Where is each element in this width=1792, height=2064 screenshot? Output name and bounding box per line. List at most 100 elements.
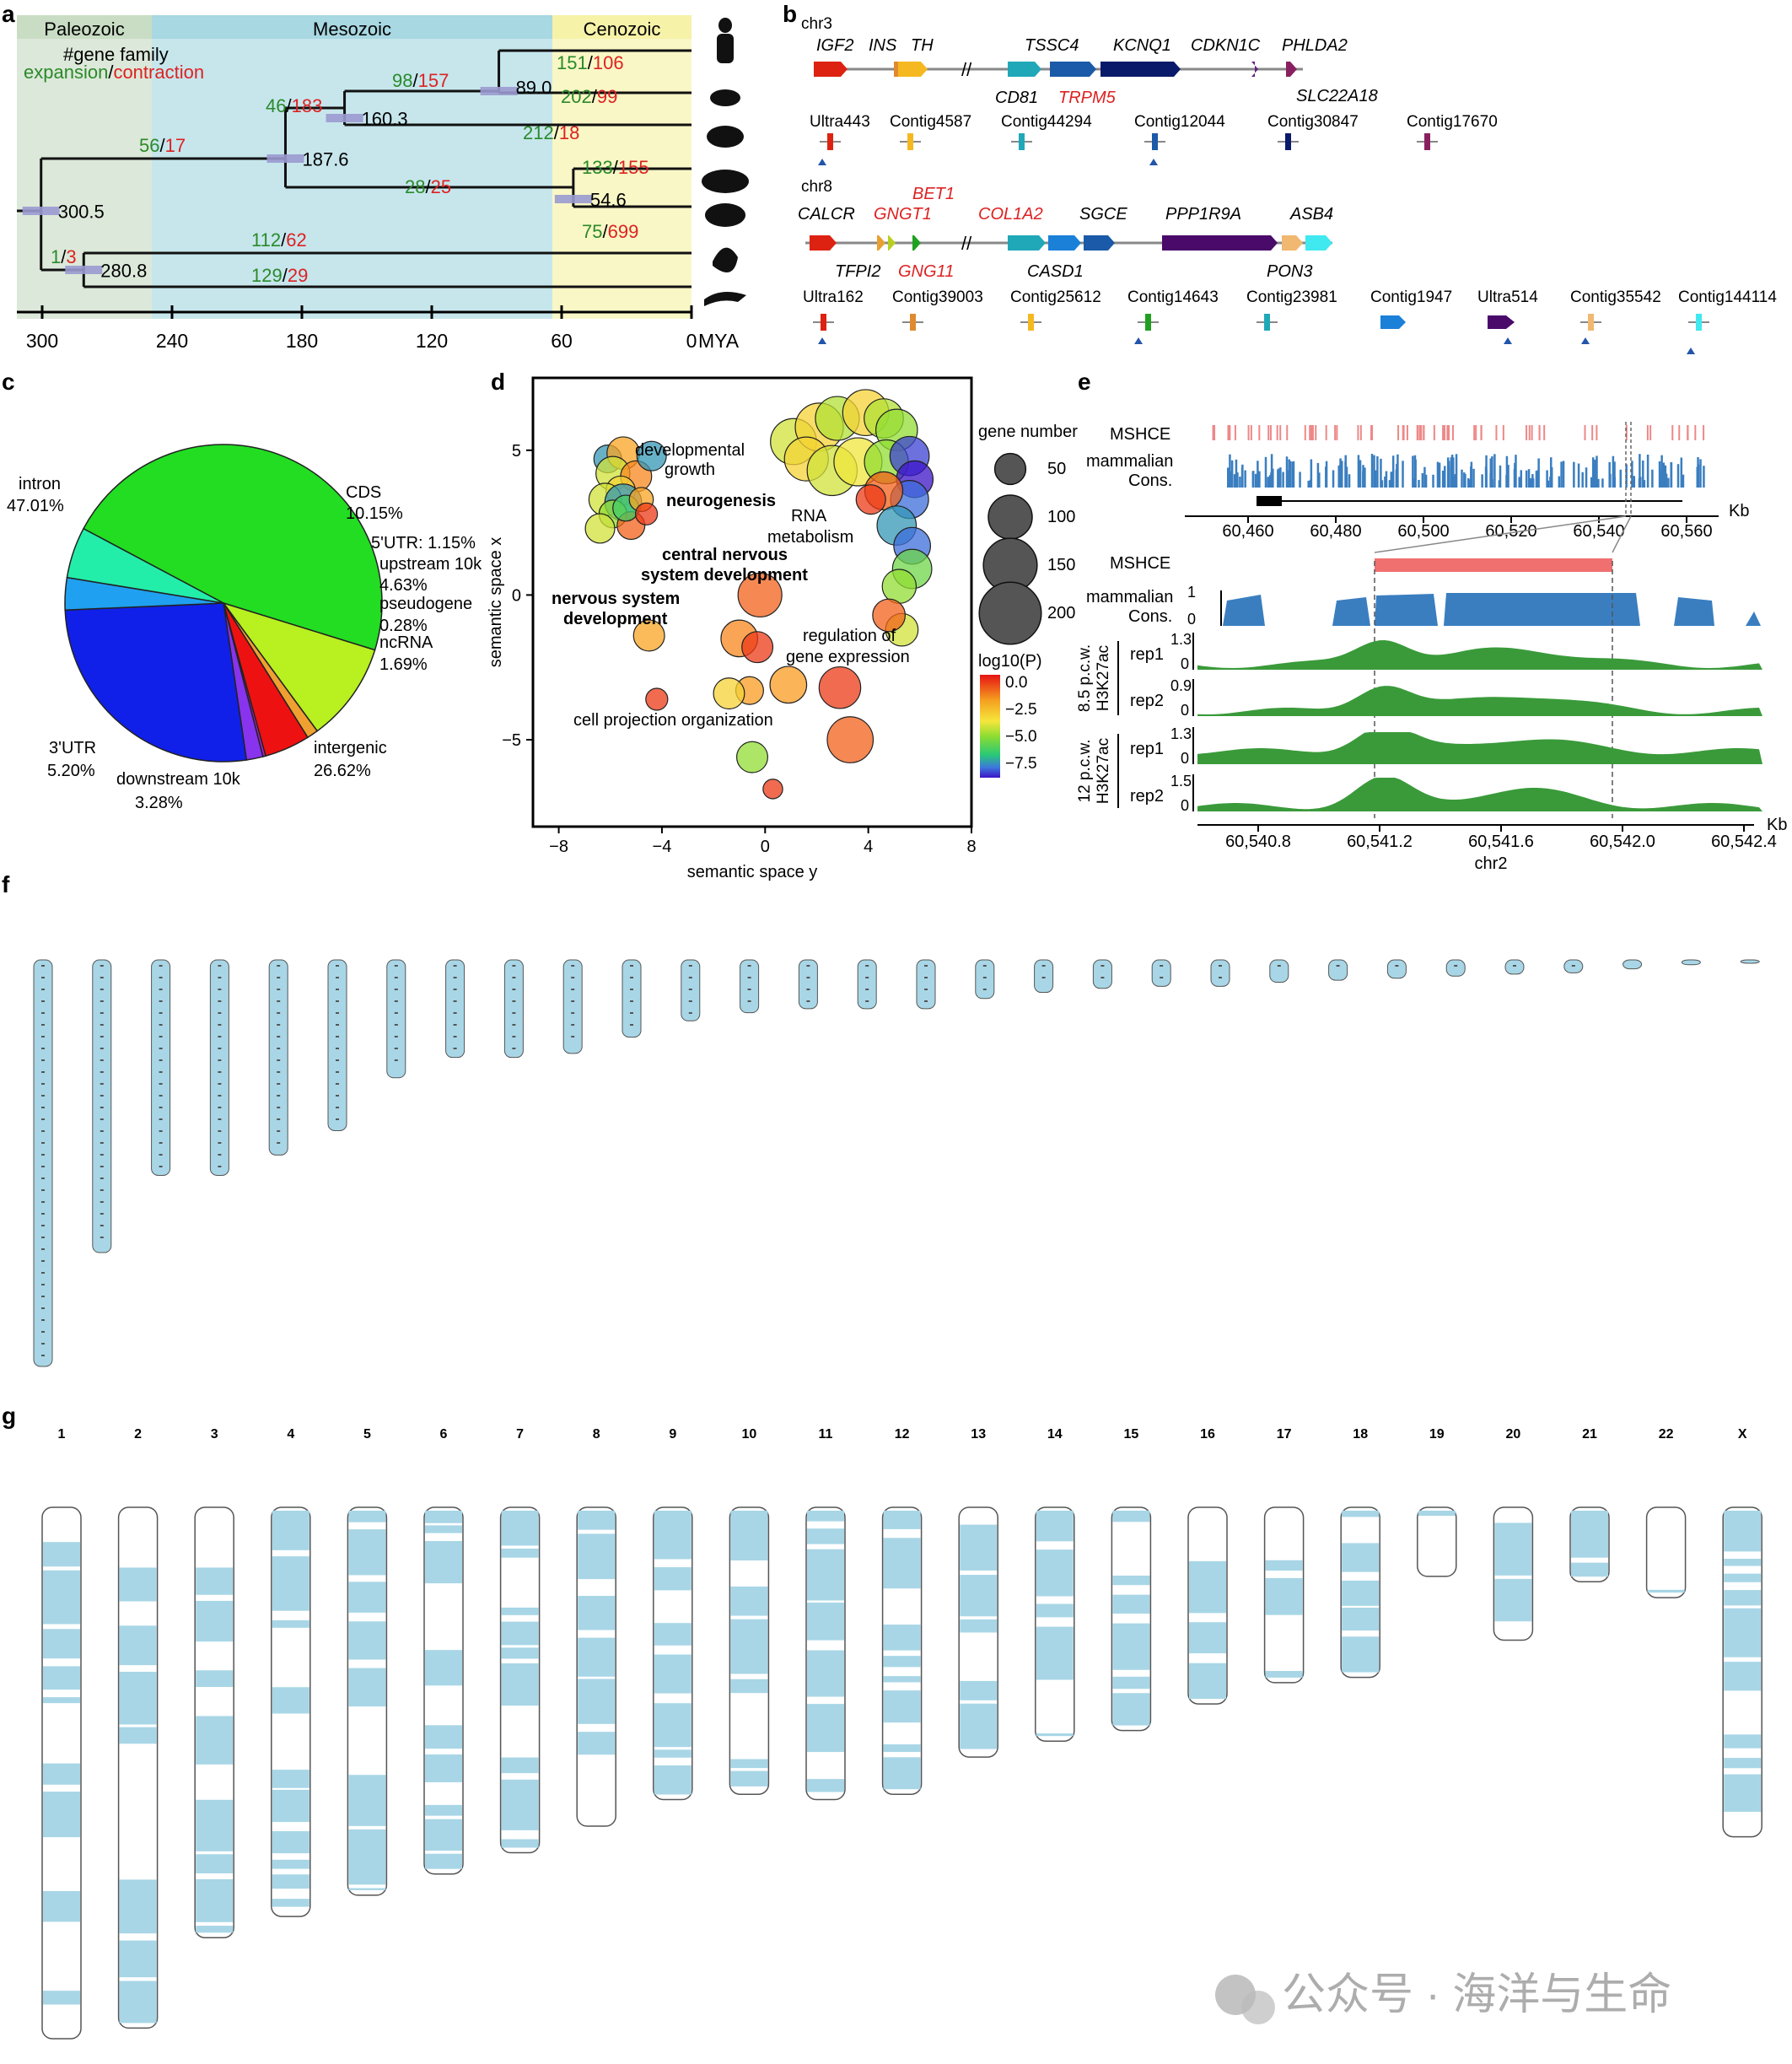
synteny-block [1112,1693,1150,1726]
band-marker [41,1024,45,1026]
wechat-icon [1241,1991,1275,2024]
synteny-block [883,1690,921,1723]
cons-bar [1412,455,1414,488]
band-marker [865,977,869,978]
track-label: mammalian [1086,452,1173,471]
band-marker [218,989,222,990]
band-marker [41,1225,45,1226]
band-marker [571,1012,575,1014]
count-c10: 1/3 [51,246,77,267]
mshce-tick [1406,425,1408,440]
count-contraction: 699 [608,221,639,242]
mshce-tick [1402,425,1405,440]
synteny-block [1724,1608,1762,1657]
cons-bar [1514,462,1516,488]
synteny-block [960,1703,998,1749]
synteny-block [1112,1576,1150,1586]
gene-name: GNGT1 [874,205,932,224]
band-marker [41,1319,45,1321]
human-chromosome [347,1506,388,1896]
band-marker [218,1024,222,1026]
synteny-block [654,1567,692,1591]
band-marker [277,1130,281,1132]
gene-name: BET1 [912,185,955,203]
synteny-block [348,1582,386,1613]
synteny-block [807,1779,844,1792]
band-marker [277,1083,281,1085]
slice-label: pseudogene [379,595,472,613]
synteny-block [501,1647,539,1659]
mshce-tick [1325,425,1327,440]
count-expansion: 129 [251,265,283,286]
synteny-block [43,1792,80,1838]
cons-bar [1577,463,1580,488]
gene-arrow [1305,235,1332,251]
synteny-block [578,1511,616,1530]
contig-label: Contig35542 [1570,288,1661,306]
tick-label: 5 [512,442,521,461]
gene-arrow [898,62,928,77]
band-marker [159,1083,163,1085]
contig-mark [1285,133,1291,150]
band-marker [394,989,398,990]
term-label: RNA [791,507,827,525]
band-marker [218,1154,222,1156]
mshce-tick [1250,425,1252,440]
chromosome-number: 1 [58,1427,66,1442]
band-marker [277,989,281,990]
synteny-block [807,1602,844,1641]
cons-bar [1291,461,1294,488]
scale-zero: 0 [1181,702,1189,719]
band-marker [1219,977,1222,978]
mshce-tick [1397,425,1400,440]
cons-bar [1240,467,1244,488]
band-marker [159,1107,163,1108]
band-marker [512,1036,516,1037]
contig-mark [1028,314,1034,331]
cons-bar [1662,462,1666,488]
panel-f-karyotype-mak: f [2,871,1760,1367]
synteny-block [960,1619,998,1633]
band-marker [100,1000,104,1002]
synteny-block [119,1940,157,1978]
chromosome-ideogram [1092,959,1112,989]
chromosome-outline [1417,1506,1457,1577]
human-chromosome [881,1506,923,1795]
chromosome-ideogram [1445,959,1466,977]
contig-mark [1380,315,1406,329]
scatter-point [741,631,774,664]
mshce-tick [1417,425,1419,440]
cons-bar [1235,459,1238,488]
synteny-block [196,1600,234,1642]
contig-mark [1145,314,1151,331]
zoom-line [1612,515,1632,553]
cons-bar [1472,468,1475,488]
band-marker [218,1107,222,1108]
band-marker [41,1012,45,1014]
node-ci-bar [326,114,363,122]
tick-label: 60,560 [1660,522,1712,541]
gene-name: ASB4 [1289,205,1333,224]
human-chromosome [1417,1506,1457,1577]
synteny-block [272,1789,309,1823]
human-chromosome [1722,1506,1762,1838]
cons-bar [1235,476,1239,488]
synteny-block [1647,1589,1685,1593]
band-marker [747,977,751,978]
mshce-tick [1227,425,1230,440]
band-marker [277,1071,281,1073]
era-header [17,15,152,39]
gene-name: CALCR [798,205,855,224]
synteny-block [1112,1594,1150,1614]
band-marker [41,1248,45,1250]
tick-label: 0 [686,330,697,352]
human-chromosome [653,1506,693,1801]
human-chromosome [194,1506,234,1939]
gene-name: PPP1R9A [1165,205,1241,224]
mshce-tick [1267,425,1270,440]
cons-bar [1391,455,1395,488]
band-marker [100,1201,104,1203]
band-marker [41,1307,45,1309]
band-marker [277,1024,281,1026]
